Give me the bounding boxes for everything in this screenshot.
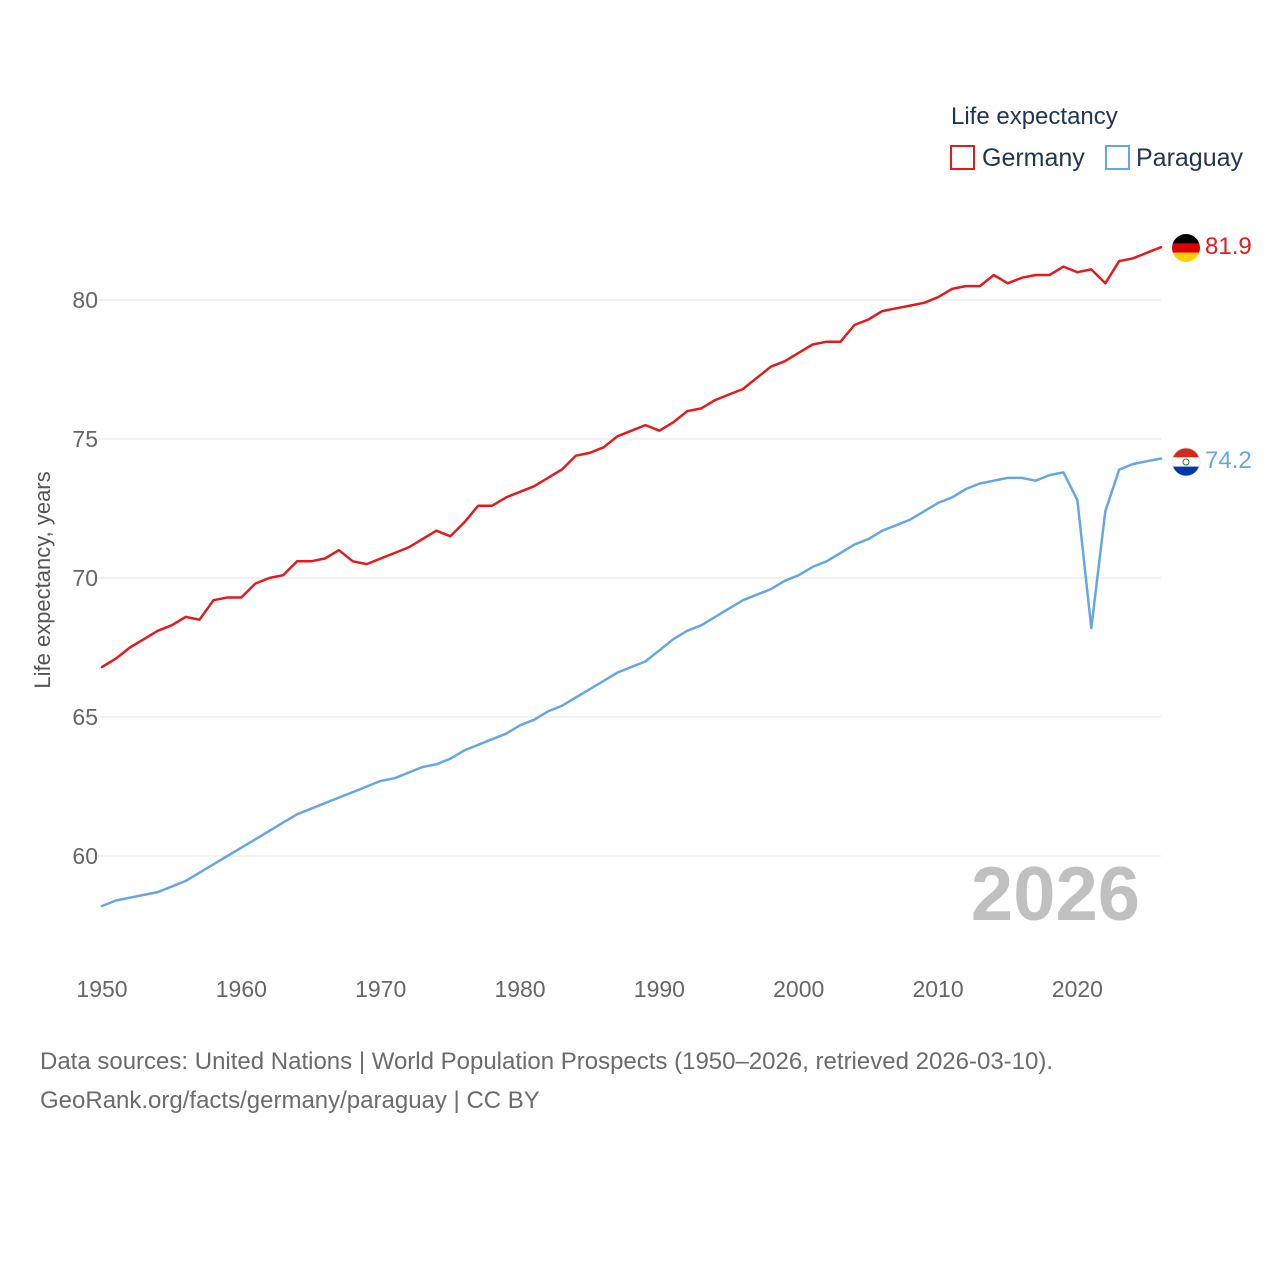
end-marker-paraguay: 74.2 bbox=[1171, 447, 1252, 477]
x-tick-1970: 1970 bbox=[355, 976, 406, 1002]
year-watermark: 2026 bbox=[971, 852, 1140, 937]
legend-item-paraguay[interactable]: Paraguay bbox=[1105, 144, 1244, 172]
x-tick-1950: 1950 bbox=[76, 976, 127, 1002]
x-tick-2000: 2000 bbox=[773, 976, 824, 1002]
legend: Life expectancy Germany Paraguay bbox=[950, 103, 1244, 172]
x-tick-2020: 2020 bbox=[1052, 976, 1103, 1002]
y-tick-60: 60 bbox=[72, 843, 98, 869]
series-lines bbox=[100, 245, 1163, 908]
x-axis-ticks: 1950 1960 1970 1980 1990 2000 2010 2020 bbox=[76, 976, 1103, 1002]
legend-label-germany: Germany bbox=[982, 144, 1085, 172]
y-axis-label: Life expectancy, years bbox=[30, 471, 55, 688]
end-marker-germany: 81.9 bbox=[1172, 233, 1252, 262]
y-axis-ticks: 60 65 70 75 80 bbox=[72, 287, 98, 869]
x-tick-1960: 1960 bbox=[216, 976, 267, 1002]
legend-item-germany[interactable]: Germany bbox=[950, 144, 1085, 172]
x-tick-1990: 1990 bbox=[634, 976, 685, 1002]
legend-swatch-germany bbox=[950, 145, 975, 170]
y-tick-65: 65 bbox=[72, 704, 98, 730]
x-tick-1980: 1980 bbox=[494, 976, 545, 1002]
y-tick-70: 70 bbox=[72, 565, 98, 591]
source-line-2[interactable]: GeoRank.org/facts/germany/paraguay | CC … bbox=[40, 1087, 540, 1114]
grid-lines bbox=[98, 299, 1161, 857]
legend-title: Life expectancy bbox=[951, 103, 1118, 130]
germany-flag-icon bbox=[1172, 234, 1200, 262]
source-line-1: Data sources: United Nations | World Pop… bbox=[40, 1048, 1053, 1075]
paraguay-flag-icon bbox=[1172, 448, 1200, 476]
y-tick-80: 80 bbox=[72, 287, 98, 313]
end-label-paraguay: 74.2 bbox=[1205, 447, 1252, 474]
legend-swatch-paraguay bbox=[1105, 145, 1130, 170]
series-line-paraguay[interactable] bbox=[100, 457, 1163, 908]
x-tick-2010: 2010 bbox=[912, 976, 963, 1002]
end-label-germany: 81.9 bbox=[1205, 233, 1252, 260]
series-line-germany[interactable] bbox=[100, 245, 1163, 669]
y-tick-75: 75 bbox=[72, 426, 98, 452]
legend-label-paraguay: Paraguay bbox=[1136, 144, 1244, 172]
